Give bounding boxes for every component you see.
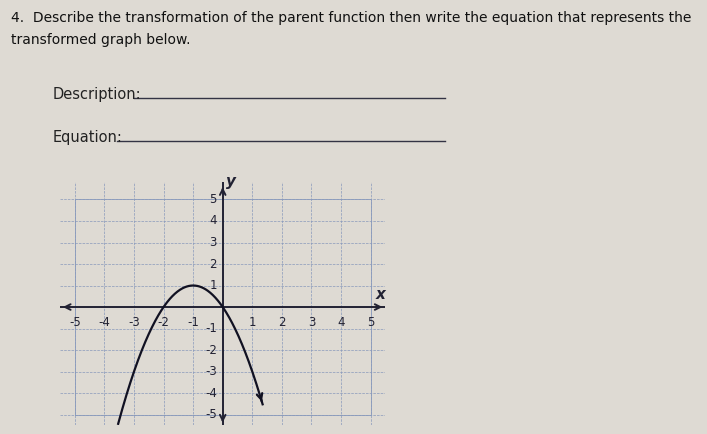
Text: -3: -3 [205, 365, 217, 378]
Text: 5: 5 [367, 316, 374, 329]
Text: transformed graph below.: transformed graph below. [11, 33, 190, 46]
Text: 4.  Describe the transformation of the parent function then write the equation t: 4. Describe the transformation of the pa… [11, 11, 691, 25]
Text: -5: -5 [205, 408, 217, 421]
Text: 5: 5 [209, 193, 217, 206]
Text: 2: 2 [278, 316, 286, 329]
Text: 3: 3 [209, 236, 217, 249]
Text: y: y [226, 174, 236, 188]
Text: -2: -2 [205, 344, 217, 357]
Text: 2: 2 [209, 257, 217, 270]
Text: Equation:: Equation: [53, 130, 123, 145]
Text: -1: -1 [187, 316, 199, 329]
Text: 4: 4 [209, 214, 217, 227]
Text: x: x [376, 287, 386, 302]
Text: 1: 1 [209, 279, 217, 292]
Text: 3: 3 [308, 316, 315, 329]
Text: -4: -4 [98, 316, 110, 329]
Text: -1: -1 [205, 322, 217, 335]
Text: -2: -2 [158, 316, 170, 329]
Text: Description:: Description: [53, 87, 141, 102]
Text: -4: -4 [205, 387, 217, 400]
Text: -3: -3 [128, 316, 140, 329]
Text: 4: 4 [337, 316, 345, 329]
Text: 1: 1 [249, 316, 256, 329]
Text: -5: -5 [69, 316, 81, 329]
